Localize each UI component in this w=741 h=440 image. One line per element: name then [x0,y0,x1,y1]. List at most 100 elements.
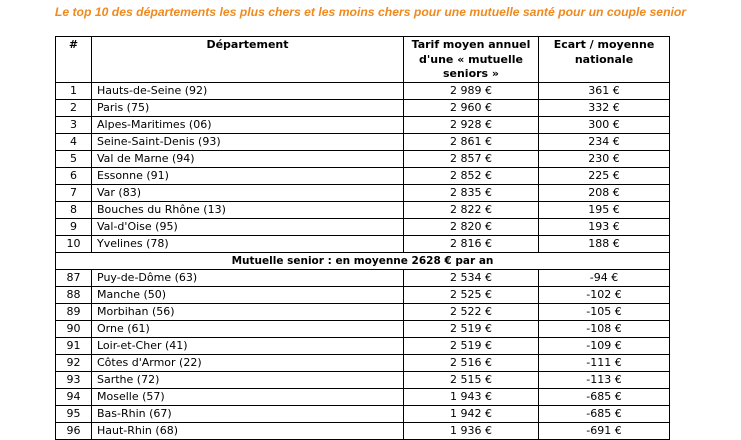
ecart-cell: -111 € [538,354,670,372]
table-row: 94 Moselle (57) 1 943 € -685 € [55,388,670,406]
department-cell: Paris (75) [91,99,404,117]
rank-cell: 88 [55,286,92,304]
table-row: 3 Alpes-Maritimes (06) 2 928 €300 € [55,116,670,134]
ecart-cell: 188 € [538,235,670,253]
tarif-cell: 1 943 € [403,388,539,406]
ecart-cell: -102 € [538,286,670,304]
tarif-cell: 2 835 € [403,184,539,202]
average-row: Mutuelle senior : en moyenne 2628 € par … [55,252,670,270]
rank-cell: 10 [55,235,92,253]
department-cell: Bouches du Rhône (13) [91,201,404,219]
top-rows: 1 Hauts-de-Seine (92) 2 989 €361 €2 Paris (… [55,82,670,253]
rank-cell: 87 [55,269,92,287]
header-ecart-line2: nationale [574,52,634,66]
tarif-cell: 2 519 € [403,320,539,338]
ecart-cell: -94 € [538,269,670,287]
table-row: 1 Hauts-de-Seine (92) 2 989 €361 € [55,82,670,100]
department-cell: Yvelines (78) [91,235,404,253]
department-cell: Puy-de-Dôme (63) [91,269,404,287]
tarif-cell: 2 519 € [403,337,539,355]
tarif-cell: 2 522 € [403,303,539,321]
department-cell: Val de Marne (94) [91,150,404,168]
average-label: Mutuelle senior : en moyenne 2628 € par … [55,252,670,270]
table-row: 7 Var (83) 2 835 €208 € [55,184,670,202]
ecart-cell: 195 € [538,201,670,219]
department-cell: Alpes-Maritimes (06) [91,116,404,134]
ecart-cell: 234 € [538,133,670,151]
header-tarif-line2: d'une « mutuelle [419,52,523,66]
ecart-cell: 208 € [538,184,670,202]
header-num: # [55,36,92,83]
table-row: 89 Morbihan (56) 2 522 € -105 € [55,303,670,321]
table-row: 92 Côtes d'Armor (22) 2 516 € -111 € [55,354,670,372]
header-ecart: Ecart / moyenne nationale [538,36,670,83]
ecart-cell: -105 € [538,303,670,321]
header-row: # Département Tarif moyen annuel d'une «… [55,36,670,83]
tarif-cell: 2 960 € [403,99,539,117]
table-row: 6 Essonne (91) 2 852 €225 € [55,167,670,185]
ecart-cell: 332 € [538,99,670,117]
department-cell: Hauts-de-Seine (92) [91,82,404,100]
department-cell: Moselle (57) [91,388,404,406]
table-row: 95 Bas-Rhin (67) 1 942 € -685 € [55,405,670,423]
ecart-cell: -113 € [538,371,670,389]
rank-cell: 4 [55,133,92,151]
tarif-cell: 2 852 € [403,167,539,185]
ecart-cell: -109 € [538,337,670,355]
table-row: 90 Orne (61) 2 519 € -108 € [55,320,670,338]
table-row: 5 Val de Marne (94) 2 857 €230 € [55,150,670,168]
tarif-cell: 2 861 € [403,133,539,151]
tarif-cell: 2 857 € [403,150,539,168]
table-title: Le top 10 des départements les plus cher… [54,5,687,19]
table-row: 4 Seine-Saint-Denis (93) 2 861 €234 € [55,133,670,151]
rank-cell: 6 [55,167,92,185]
rank-cell: 9 [55,218,92,236]
department-cell: Sarthe (72) [91,371,404,389]
rank-cell: 93 [55,371,92,389]
rank-cell: 3 [55,116,92,134]
department-cell: Haut-Rhin (68) [91,422,404,440]
rank-cell: 92 [55,354,92,372]
rank-cell: 90 [55,320,92,338]
table-row: 91 Loir-et-Cher (41) 2 519 € -109 € [55,337,670,355]
tarif-cell: 2 822 € [403,201,539,219]
rank-cell: 96 [55,422,92,440]
ecart-cell: -691 € [538,422,670,440]
ecart-cell: -108 € [538,320,670,338]
table-row: 87 Puy-de-Dôme (63) 2 534 € -94 € [55,269,670,287]
rank-cell: 7 [55,184,92,202]
tarif-cell: 2 820 € [403,218,539,236]
tarif-cell: 2 516 € [403,354,539,372]
table-row: 96 Haut-Rhin (68) 1 936 € -691 € [55,422,670,440]
header-tarif: Tarif moyen annuel d'une « mutuelle seni… [403,36,539,83]
table-row: 93 Sarthe (72) 2 515 € -113 € [55,371,670,389]
department-cell: Morbihan (56) [91,303,404,321]
rank-cell: 2 [55,99,92,117]
table-row: 8 Bouches du Rhône (13) 2 822 €195 € [55,201,670,219]
department-cell: Manche (50) [91,286,404,304]
tarif-cell: 2 989 € [403,82,539,100]
department-cell: Bas-Rhin (67) [91,405,404,423]
departments-table: # Département Tarif moyen annuel d'une «… [55,36,670,440]
table-row: 88 Manche (50) 2 525 € -102 € [55,286,670,304]
department-cell: Orne (61) [91,320,404,338]
tarif-cell: 2 928 € [403,116,539,134]
table-row: 2 Paris (75) 2 960 €332 € [55,99,670,117]
department-cell: Côtes d'Armor (22) [91,354,404,372]
header-ecart-line1: Ecart / moyenne [553,38,655,51]
department-cell: Loir-et-Cher (41) [91,337,404,355]
rank-cell: 5 [55,150,92,168]
ecart-cell: 230 € [538,150,670,168]
header-department: Département [91,36,404,83]
department-cell: Seine-Saint-Denis (93) [91,133,404,151]
tarif-cell: 2 515 € [403,371,539,389]
department-cell: Val-d'Oise (95) [91,218,404,236]
rank-cell: 95 [55,405,92,423]
rank-cell: 8 [55,201,92,219]
tarif-cell: 2 534 € [403,269,539,287]
ecart-cell: 361 € [538,82,670,100]
rank-cell: 94 [55,388,92,406]
rank-cell: 89 [55,303,92,321]
tarif-cell: 2 816 € [403,235,539,253]
tarif-cell: 2 525 € [403,286,539,304]
